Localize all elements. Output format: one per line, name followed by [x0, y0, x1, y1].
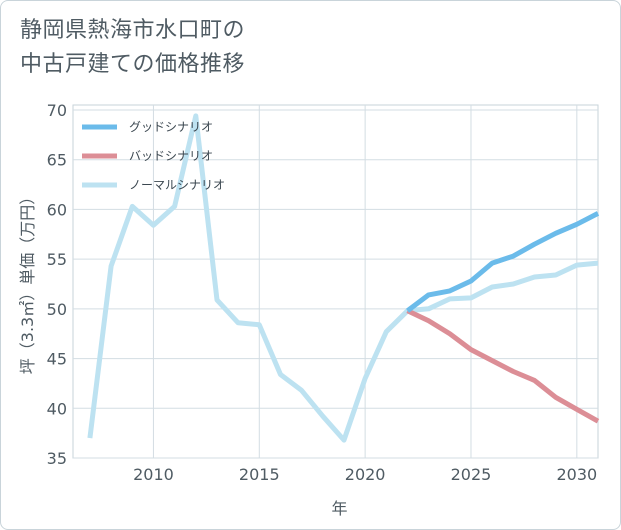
y-tick-label: 35	[47, 449, 67, 468]
x-tick-label: 2015	[239, 465, 280, 484]
y-tick-label: 70	[47, 101, 67, 120]
y-tick-label: 55	[47, 250, 67, 269]
chart-title: 静岡県熱海市水口町の 中古戸建ての価格推移	[20, 14, 580, 82]
x-axis-title: 年	[331, 499, 347, 518]
series-line	[406, 308, 600, 424]
series-line	[87, 113, 599, 443]
x-tick-label: 2010	[133, 465, 174, 484]
y-tick-label: 60	[47, 200, 67, 219]
grid	[72, 104, 599, 459]
y-tick-label: 65	[47, 151, 67, 170]
series-lines	[87, 113, 600, 443]
series-line	[405, 211, 600, 313]
y-tick-label: 50	[47, 300, 67, 319]
axes: 35 40 45 50 55 60 65 70 2010 2015 2020 2025 2030 年 坪（3…	[18, 101, 597, 518]
y-tick-label: 40	[47, 399, 67, 418]
chart-title-line-1: 静岡県熱海市水口町の	[20, 18, 246, 43]
y-axis-title: 坪（3.3㎡）単価（万円）	[18, 189, 37, 374]
x-tick-label: 2025	[451, 465, 492, 484]
legend-label: バッドシナリオ	[129, 149, 213, 163]
legend-label: グッドシナリオ	[129, 120, 213, 134]
y-tick-label: 45	[47, 350, 67, 369]
x-tick-label: 2030	[556, 465, 597, 484]
chart-title-line-2: 中古戸建ての価格推移	[20, 52, 246, 77]
legend-label: ノーマルシナリオ	[129, 178, 225, 192]
x-tick-label: 2020	[345, 465, 386, 484]
